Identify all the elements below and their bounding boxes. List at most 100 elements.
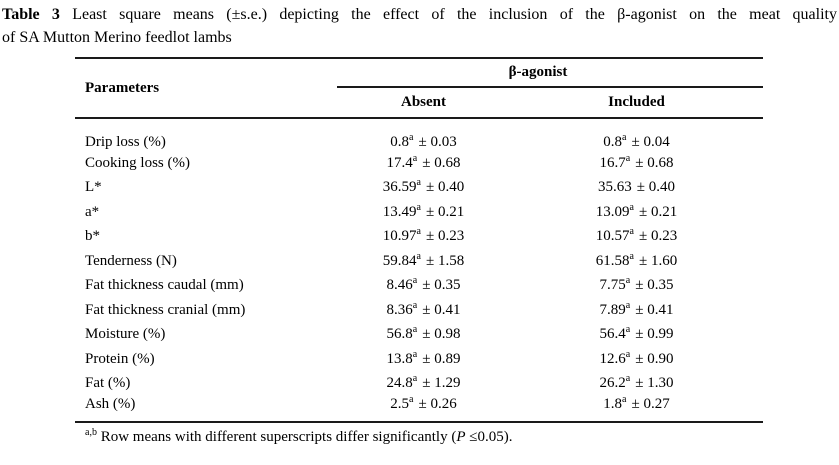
se-value: ± 0.90 bbox=[635, 350, 674, 367]
superscript: a bbox=[412, 275, 418, 287]
se-value: ± 1.58 bbox=[425, 252, 465, 269]
se-value: ± 0.98 bbox=[422, 326, 461, 343]
param-cell: Moisture (%) bbox=[85, 326, 166, 343]
absent-value-cell: 59.84a ± 1.58 bbox=[337, 249, 510, 274]
header-parameters: Parameters bbox=[75, 58, 337, 119]
results-table: Parameters β-agonist Absent Included Dri… bbox=[75, 57, 763, 423]
mean-value: 61.58 bbox=[595, 252, 630, 269]
se-value: ± 0.21 bbox=[425, 203, 465, 220]
sub-header-row: Absent Included bbox=[75, 87, 763, 119]
mean-value: 10.57 bbox=[595, 228, 630, 245]
table-row: Fat thickness cranial (mm) 8.36a ± 0.41 7… bbox=[75, 298, 763, 323]
absent-value-cell: 56.8a ± 0.98 bbox=[337, 323, 510, 348]
mean-value: 35.63 bbox=[598, 179, 632, 196]
mean-value: 56.8 bbox=[386, 326, 413, 343]
se-value: ± 0.26 bbox=[418, 396, 457, 412]
superscript: a bbox=[625, 373, 631, 385]
mean-value: 59.84 bbox=[382, 252, 417, 269]
superscript: a bbox=[625, 152, 631, 164]
absent-value-cell: 8.46a ± 0.35 bbox=[337, 274, 510, 299]
mean-value: 0.8 bbox=[390, 134, 410, 150]
superscript: a bbox=[622, 132, 627, 143]
param-cell: Tenderness (N) bbox=[85, 252, 177, 269]
param-cell: Protein (%) bbox=[85, 350, 155, 367]
se-value: ± 0.68 bbox=[422, 154, 461, 171]
header-beta-agonist: β-agonist bbox=[337, 58, 763, 88]
mean-value: 13.8 bbox=[386, 350, 413, 367]
mean-value: 12.6 bbox=[599, 350, 626, 367]
absent-value-cell: 10.97a ± 0.23 bbox=[337, 225, 510, 250]
param-cell: Cooking loss (%) bbox=[85, 154, 190, 171]
superscript: a bbox=[625, 348, 631, 360]
superscript: a bbox=[625, 324, 631, 336]
included-value-cell: 16.7a ± 0.68 bbox=[510, 151, 763, 176]
superscript: a bbox=[412, 373, 418, 385]
table-row: b* 10.97a ± 0.23 10.57a ± 0.23 bbox=[75, 225, 763, 250]
header-absent: Absent bbox=[337, 87, 510, 119]
se-value: ± 0.99 bbox=[635, 326, 674, 343]
se-value: ± 1.60 bbox=[638, 252, 678, 269]
table-row: Cooking loss (%) 17.4a ± 0.68 16.7a ± 0.68 bbox=[75, 151, 763, 176]
se-value: ± 1.30 bbox=[635, 375, 674, 392]
superscript: a bbox=[416, 226, 421, 238]
table-row: Fat thickness caudal (mm) 8.46a ± 0.35 7.… bbox=[75, 274, 763, 299]
se-value: ± 0.68 bbox=[635, 154, 674, 171]
mean-value: 8.36 bbox=[386, 301, 413, 318]
included-value-cell: 35.63 ± 0.40 bbox=[510, 176, 763, 201]
included-value-cell: 56.4a ± 0.99 bbox=[510, 323, 763, 348]
included-value-cell: 26.2a ± 1.30 bbox=[510, 372, 763, 397]
mean-value: 26.2 bbox=[599, 375, 626, 392]
footnote-text: Row means with different superscripts di… bbox=[96, 429, 457, 445]
table-header: Parameters β-agonist Absent Included bbox=[75, 58, 763, 119]
superscript: a bbox=[629, 250, 634, 262]
se-value: ± 1.29 bbox=[422, 375, 461, 392]
superscript: a bbox=[412, 299, 418, 311]
se-value: ± 0.35 bbox=[635, 277, 674, 294]
table-row: Protein (%) 13.8a ± 0.89 12.6a ± 0.90 bbox=[75, 347, 763, 372]
se-value: ± 0.35 bbox=[422, 277, 461, 294]
superscript: a bbox=[416, 201, 421, 213]
absent-value-cell: 36.59a ± 0.40 bbox=[337, 176, 510, 201]
superscript: a bbox=[409, 132, 414, 143]
included-value-cell: 61.58a ± 1.60 bbox=[510, 249, 763, 274]
caption-label: Table 3 bbox=[2, 6, 60, 23]
caption-line-1: Table 3 Least square means (±s.e.) depic… bbox=[2, 3, 837, 26]
table-row: L* 36.59a ± 0.40 35.63 ± 0.40 bbox=[75, 176, 763, 201]
included-value-cell: 10.57a ± 0.23 bbox=[510, 225, 763, 250]
header-included: Included bbox=[510, 87, 763, 119]
superscript: a bbox=[622, 394, 627, 405]
se-value: ± 0.23 bbox=[425, 228, 465, 245]
absent-value-cell: 13.49a ± 0.21 bbox=[337, 200, 510, 225]
table-body: Drip loss (%) 0.8a ± 0.03 0.8a ± 0.04 Cook… bbox=[75, 118, 763, 422]
superscript: a bbox=[412, 152, 418, 164]
se-value: ± 0.04 bbox=[631, 134, 670, 150]
table-row: Ash (%) 2.5a ± 0.26 1.8a ± 0.27 bbox=[75, 394, 763, 422]
param-cell: Drip loss (%) bbox=[85, 134, 166, 150]
mean-value: 13.09 bbox=[595, 203, 630, 220]
included-value-cell: 12.6a ± 0.90 bbox=[510, 347, 763, 372]
mean-value: 7.89 bbox=[599, 301, 626, 318]
superscript: a bbox=[625, 299, 631, 311]
absent-value-cell: 17.4a ± 0.68 bbox=[337, 151, 510, 176]
param-cell: b* bbox=[85, 228, 100, 245]
included-value-cell: 7.89a ± 0.41 bbox=[510, 298, 763, 323]
mean-value: 10.97 bbox=[382, 228, 417, 245]
se-value: ± 0.41 bbox=[635, 301, 674, 318]
se-value: ± 0.41 bbox=[422, 301, 461, 318]
included-value-cell: 7.75a ± 0.35 bbox=[510, 274, 763, 299]
included-value-cell: 13.09a ± 0.21 bbox=[510, 200, 763, 225]
caption-line-2: of SA Mutton Merino feedlot lambs bbox=[2, 29, 232, 46]
superscript: a bbox=[629, 226, 634, 238]
mean-value: 36.59 bbox=[382, 179, 417, 196]
superscript: a bbox=[416, 250, 421, 262]
absent-value-cell: 2.5a ± 0.26 bbox=[337, 395, 510, 422]
param-cell: L* bbox=[85, 179, 102, 196]
mean-value: 16.7 bbox=[599, 154, 626, 171]
superscript: a bbox=[416, 177, 421, 189]
footnote-p-symbol: P bbox=[456, 429, 466, 445]
superscript: a bbox=[625, 275, 631, 287]
table-row: a* 13.49a ± 0.21 13.09a ± 0.21 bbox=[75, 200, 763, 225]
mean-value: 0.8 bbox=[603, 134, 623, 150]
param-cell: Ash (%) bbox=[85, 396, 136, 412]
